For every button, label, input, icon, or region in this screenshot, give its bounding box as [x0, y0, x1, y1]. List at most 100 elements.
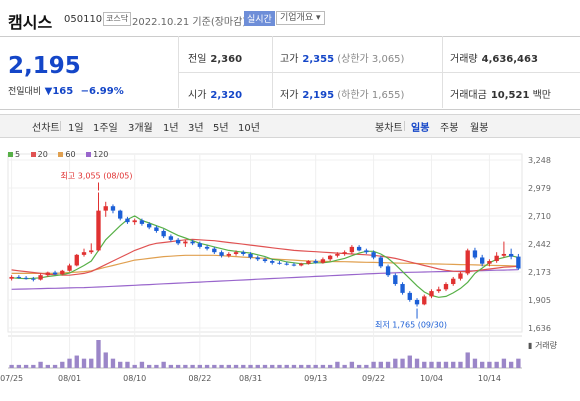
volume-bar: [400, 358, 405, 368]
tab-1day[interactable]: 1일: [68, 123, 84, 134]
y-tick-label: 2,979: [528, 184, 551, 193]
x-tick-label: 09/22: [362, 374, 385, 383]
volume-bar: [342, 364, 347, 368]
tab-line-chart[interactable]: 선차트: [32, 123, 60, 134]
tab-5year[interactable]: 5년: [213, 123, 229, 134]
candle: [146, 223, 152, 228]
candle: [190, 241, 195, 244]
volume-bar: [190, 364, 195, 368]
candle: [168, 236, 174, 240]
candle: [262, 259, 268, 262]
tab-monthly[interactable]: 월봉: [470, 123, 489, 134]
chart-tabs: 선차트 1일 1주일 3개월 1년 3년 5년 10년 봉차트 일봉 주봉 월봉: [0, 114, 580, 138]
ma5-line: [11, 215, 519, 298]
low-cell: 저가 2,195 (하한가 1,655): [280, 86, 404, 101]
tab-1year[interactable]: 1년: [163, 123, 179, 134]
stock-name: 캠시스: [8, 13, 53, 32]
y-tick-label: 2,442: [528, 240, 551, 249]
candle: [291, 264, 297, 266]
candle: [277, 262, 282, 264]
change-label: 전일대비: [8, 87, 42, 97]
volume-bar: [110, 358, 116, 368]
volume-bar: [429, 361, 434, 368]
x-tick-label: 10/14: [478, 374, 501, 383]
volume-bar: [154, 364, 159, 368]
volume-bar: [161, 361, 166, 368]
volume-label: 거래량: [450, 54, 478, 65]
candle: [255, 257, 260, 260]
volume-bar: [168, 364, 174, 368]
volume-bar: [494, 361, 499, 368]
volume-bar: [458, 361, 463, 368]
prev-close-cell: 전일 2,360: [188, 50, 242, 65]
tab-3year[interactable]: 3년: [188, 123, 204, 134]
candle: [23, 277, 29, 279]
volume-bar: [248, 364, 253, 368]
volume-bar: [291, 364, 297, 368]
volume-bar: [226, 364, 231, 368]
candle: [219, 252, 224, 256]
y-tick-label: 3,248: [528, 156, 551, 165]
high-label: 고가: [280, 54, 299, 65]
candle: [81, 252, 87, 255]
tab-3month[interactable]: 3개월: [128, 123, 153, 134]
realtime-button[interactable]: 실시간: [244, 11, 275, 26]
candle: [161, 230, 166, 237]
volume-bar: [356, 364, 362, 368]
candle: [443, 284, 449, 290]
volume-bar: [255, 364, 260, 368]
volume-bar: [516, 358, 521, 368]
x-tick-label: 10/04: [420, 374, 443, 383]
open-label: 시가: [188, 90, 207, 101]
volume-bar: [320, 364, 326, 368]
volume-bar: [284, 364, 289, 368]
open-value: 2,320: [210, 90, 243, 101]
tab-10year[interactable]: 10년: [238, 123, 260, 134]
volume-bar: [270, 364, 275, 368]
volume-bar: [89, 358, 94, 368]
candle: [103, 206, 108, 211]
candle: [378, 257, 384, 267]
volume-bar: [175, 364, 181, 368]
tab-weekly[interactable]: 주봉: [440, 123, 459, 134]
volume-bar: [349, 361, 355, 368]
candle: [248, 253, 253, 258]
company-info-dropdown[interactable]: 기업개요 ▾: [276, 11, 325, 25]
volume-bar: [23, 364, 29, 368]
candle: [371, 252, 376, 258]
volume-bar: [277, 364, 282, 368]
candle: [349, 246, 355, 253]
stock-chart[interactable]: 3,248 2,979 2,710 2,442 2,173 1,905 1,636 07/25…: [0, 140, 580, 401]
candle: [9, 276, 14, 279]
volume-bar: [299, 364, 304, 368]
candle: [45, 272, 50, 276]
volume-bar: [443, 361, 449, 368]
volume-bar: [60, 361, 65, 368]
candle: [320, 259, 326, 263]
volume-value: 4,636,463: [481, 54, 538, 65]
upper-limit: (상한가 3,065): [337, 54, 405, 65]
volume-bar: [364, 364, 369, 368]
tab-1week[interactable]: 1주일: [93, 123, 118, 134]
candle: [89, 250, 94, 253]
x-tick-label: 08/22: [188, 374, 211, 383]
tab-candle-chart[interactable]: 봉차트: [375, 123, 403, 134]
volume-bar: [480, 361, 485, 368]
low-label: 저가: [280, 90, 299, 101]
candle: [393, 275, 398, 285]
y-tick-label: 1,905: [528, 296, 551, 305]
candle: [284, 263, 289, 265]
volume-bar: [335, 361, 340, 368]
price-change: 전일대비 ▼165 −6.99%: [8, 84, 124, 97]
candle: [60, 270, 65, 275]
volume-bar: [118, 361, 123, 368]
ma-legend: 5 20 60 120: [8, 150, 116, 159]
stock-header: 캠시스 050110 코스닥 2022.10.21 기준(장마감) 실시간 기업…: [0, 0, 580, 36]
volume-bar: [378, 361, 384, 368]
volume-bar: [241, 364, 246, 368]
volume-bar: [451, 361, 456, 368]
volume-bar: [327, 364, 333, 368]
candle: [494, 255, 499, 262]
volume-bar: [197, 364, 203, 368]
tab-daily[interactable]: 일봉: [411, 123, 430, 134]
